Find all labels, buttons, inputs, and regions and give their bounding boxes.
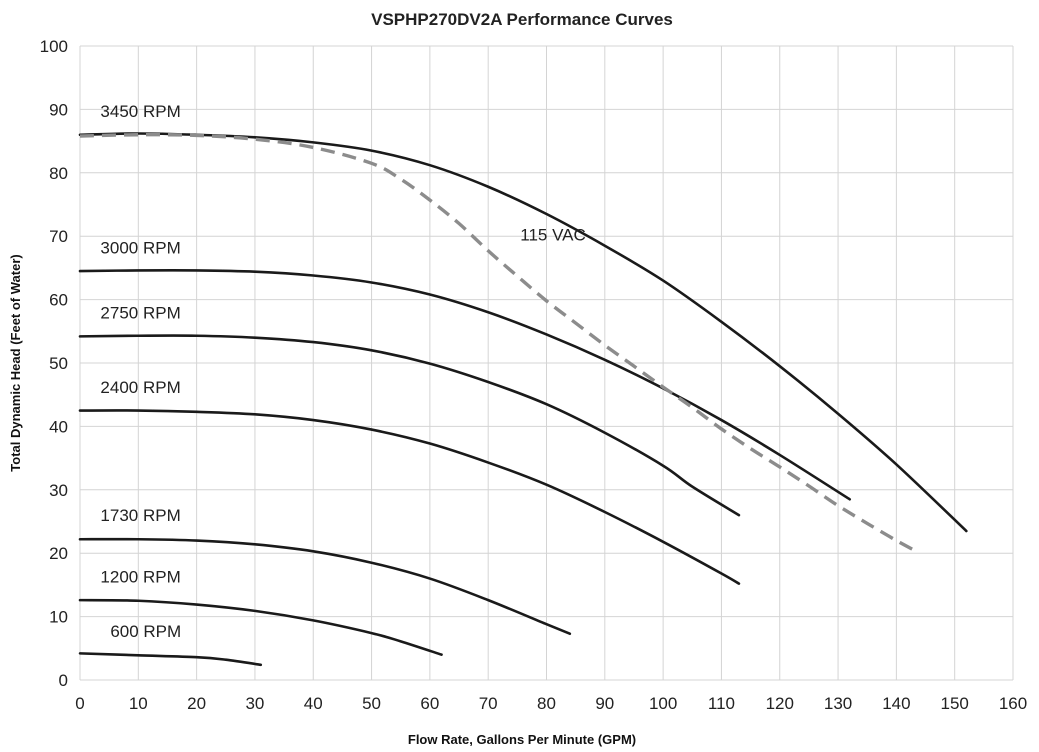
label-2400-rpm: 2400 RPM bbox=[100, 378, 180, 397]
y-tick-label: 100 bbox=[40, 37, 68, 56]
label-1200-rpm: 1200 RPM bbox=[100, 567, 180, 586]
y-tick-label: 50 bbox=[49, 354, 68, 373]
y-tick-label: 80 bbox=[49, 164, 68, 183]
x-tick-label: 90 bbox=[595, 694, 614, 713]
label-3000-rpm: 3000 RPM bbox=[100, 238, 180, 257]
gridlines bbox=[79, 45, 1014, 681]
label-115-vac: 115 VAC bbox=[520, 226, 586, 245]
x-tick-label: 140 bbox=[882, 694, 910, 713]
x-tick-label: 30 bbox=[245, 694, 264, 713]
x-tick-label: 0 bbox=[75, 694, 84, 713]
y-tick-label: 70 bbox=[49, 227, 68, 246]
axis-ticks: 0 10 20 30 40 50 60 70 80 90 100 110 120 130 140 150 160… bbox=[40, 37, 1028, 713]
label-1730-rpm: 1730 RPM bbox=[100, 506, 180, 525]
y-tick-label: 20 bbox=[49, 544, 68, 563]
curve-3450-rpm bbox=[78, 132, 968, 533]
y-tick-label: 40 bbox=[49, 417, 68, 436]
x-tick-label: 60 bbox=[420, 694, 439, 713]
curve-2400-rpm bbox=[78, 409, 741, 585]
x-tick-label: 80 bbox=[537, 694, 556, 713]
curve-2750-rpm bbox=[78, 334, 741, 517]
y-tick-label: 0 bbox=[59, 671, 68, 690]
y-axis-title: Total Dynamic Head (Feet of Water) bbox=[8, 254, 23, 471]
label-2750-rpm: 2750 RPM bbox=[100, 304, 180, 323]
curve-600-rpm bbox=[78, 652, 263, 667]
y-tick-label: 90 bbox=[49, 100, 68, 119]
curve-3000-rpm bbox=[78, 269, 852, 501]
chart-title: VSPHP270DV2A Performance Curves bbox=[371, 10, 673, 29]
label-3450-rpm: 3450 RPM bbox=[100, 102, 180, 121]
x-tick-label: 20 bbox=[187, 694, 206, 713]
curve-115-vac bbox=[79, 133, 915, 552]
curve-1200-rpm bbox=[78, 598, 443, 656]
x-tick-label: 100 bbox=[649, 694, 677, 713]
curves bbox=[78, 132, 968, 667]
curve-1730-rpm bbox=[78, 537, 572, 636]
x-tick-label: 50 bbox=[362, 694, 381, 713]
x-tick-label: 70 bbox=[479, 694, 498, 713]
x-tick-label: 130 bbox=[824, 694, 852, 713]
y-tick-label: 10 bbox=[49, 608, 68, 627]
y-tick-label: 60 bbox=[49, 291, 68, 310]
x-tick-label: 160 bbox=[999, 694, 1027, 713]
label-600-rpm: 600 RPM bbox=[110, 622, 181, 641]
curve-labels: 3450 RPM 3000 RPM 2750 RPM 2400 RPM 1730 RPM… bbox=[100, 102, 585, 641]
x-axis-title: Flow Rate, Gallons Per Minute (GPM) bbox=[408, 732, 636, 747]
x-tick-label: 120 bbox=[766, 694, 794, 713]
x-tick-label: 150 bbox=[941, 694, 969, 713]
x-tick-label: 40 bbox=[304, 694, 323, 713]
x-tick-label: 10 bbox=[129, 694, 148, 713]
y-tick-label: 30 bbox=[49, 481, 68, 500]
x-tick-label: 110 bbox=[708, 694, 735, 713]
